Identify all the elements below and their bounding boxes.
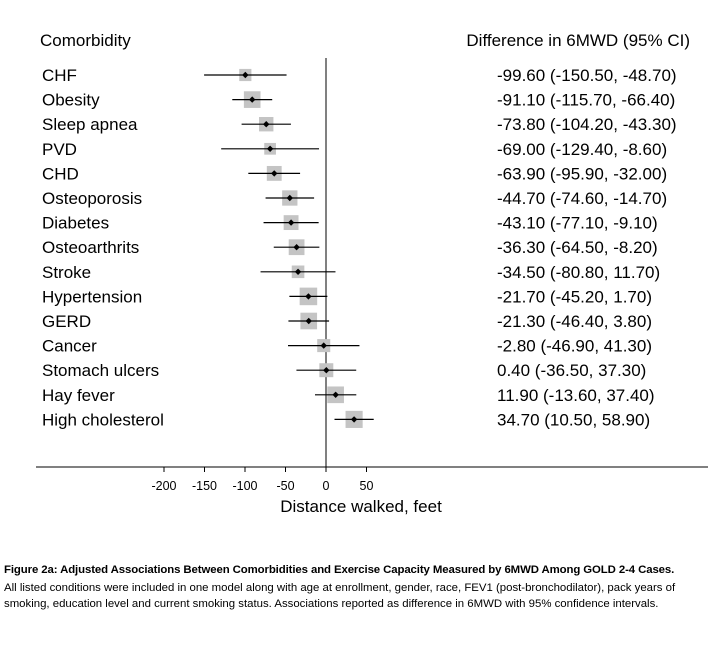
point-estimate [323, 367, 330, 374]
row-label: Cancer [42, 337, 97, 356]
row-label: Sleep apnea [42, 115, 138, 134]
point-estimate [305, 293, 312, 300]
forest-row: Cancer -2.80 (-46.90, 41.30) [42, 337, 652, 356]
forest-row: Diabetes -43.10 (-77.10, -9.10) [42, 214, 658, 233]
ci-text: -43.10 (-77.10, -9.10) [497, 214, 658, 233]
ci-text: -73.80 (-104.20, -43.30) [497, 115, 677, 134]
forest-row: Osteoporosis -44.70 (-74.60, -14.70) [42, 189, 667, 208]
x-tick-label: -100 [232, 479, 257, 493]
point-estimate [286, 194, 293, 202]
forest-row: GERD -21.30 (-46.40, 3.80) [42, 312, 652, 331]
forest-row: High cholesterol 34.70 (10.50, 58.90) [42, 410, 650, 429]
point-estimate [305, 317, 312, 325]
row-label: Diabetes [42, 214, 109, 233]
row-label: CHF [42, 66, 77, 85]
ci-text: -91.10 (-115.70, -66.40) [497, 91, 675, 110]
point-estimate [242, 71, 249, 79]
ci-text: -63.90 (-95.90, -32.00) [497, 164, 667, 183]
point-estimate [332, 391, 339, 398]
ci-text: 0.40 (-36.50, 37.30) [497, 361, 646, 380]
forest-row: Stroke -34.50 (-80.80, 11.70) [42, 263, 660, 282]
row-label: GERD [42, 312, 91, 331]
forest-row: PVD -69.00 (-129.40, -8.60) [42, 140, 667, 159]
row-label: PVD [42, 140, 77, 159]
x-tick-label: 0 [323, 479, 330, 493]
forest-row: Hay fever 11.90 (-13.60, 37.40) [42, 386, 655, 405]
x-tick-label: -150 [192, 479, 217, 493]
point-estimate [320, 342, 327, 349]
ci-text: -99.60 (-150.50, -48.70) [497, 66, 677, 85]
ci-text: -44.70 (-74.60, -14.70) [497, 189, 667, 208]
ci-text: -36.30 (-64.50, -8.20) [497, 238, 658, 257]
x-tick-label: -50 [276, 479, 294, 493]
row-label: Stomach ulcers [42, 361, 159, 380]
x-axis-label: Distance walked, feet [280, 497, 442, 516]
forest-row: CHF -99.60 (-150.50, -48.70) [42, 66, 677, 85]
row-label: CHD [42, 164, 79, 183]
ci-text: -69.00 (-129.40, -8.60) [497, 140, 667, 159]
point-estimate [294, 268, 302, 275]
row-label: Obesity [42, 91, 100, 110]
ci-text: 11.90 (-13.60, 37.40) [497, 386, 655, 405]
forest-row: CHD -63.90 (-95.90, -32.00) [42, 164, 667, 183]
point-estimate [287, 219, 295, 226]
point-estimate [249, 96, 256, 103]
x-tick-label: 50 [360, 479, 374, 493]
ci-text: -21.70 (-45.20, 1.70) [497, 287, 652, 306]
x-tick-label: -200 [151, 479, 176, 493]
forest-row: Obesity -91.10 (-115.70, -66.40) [42, 91, 675, 110]
figure-caption-title: Figure 2a: Adjusted Associations Between… [4, 564, 675, 576]
point-estimate [263, 121, 270, 128]
point-estimate [293, 244, 300, 251]
forest-row: Osteoarthrits -36.30 (-64.50, -8.20) [42, 238, 658, 257]
comorbidity-column-header: Comorbidity [40, 31, 131, 50]
ci-text: 34.70 (10.50, 58.90) [497, 410, 650, 429]
point-estimate [266, 145, 274, 152]
row-label: Hay fever [42, 386, 115, 405]
forest-row: Hypertension -21.70 (-45.20, 1.70) [42, 287, 652, 306]
row-label: Hypertension [42, 287, 142, 306]
ci-text: -34.50 (-80.80, 11.70) [497, 263, 660, 282]
point-estimate [271, 170, 278, 177]
row-label: Osteoporosis [42, 189, 142, 208]
row-label: High cholesterol [42, 410, 164, 429]
row-label: Osteoarthrits [42, 238, 139, 257]
forest-plot: CHF -99.60 (-150.50, -48.70) Obesity -91.10… [36, 58, 708, 516]
point-estimate [350, 416, 358, 423]
ci-text: -21.30 (-46.40, 3.80) [497, 312, 652, 331]
forest-row: Sleep apnea -73.80 (-104.20, -43.30) [42, 115, 677, 134]
row-label: Stroke [42, 263, 91, 282]
difference-column-header: Difference in 6MWD (95% CI) [466, 31, 690, 50]
figure-caption-body: All listed conditions were included in o… [4, 582, 676, 610]
ci-text: -2.80 (-46.90, 41.30) [497, 337, 652, 356]
forest-row: Stomach ulcers 0.40 (-36.50, 37.30) [42, 361, 646, 380]
